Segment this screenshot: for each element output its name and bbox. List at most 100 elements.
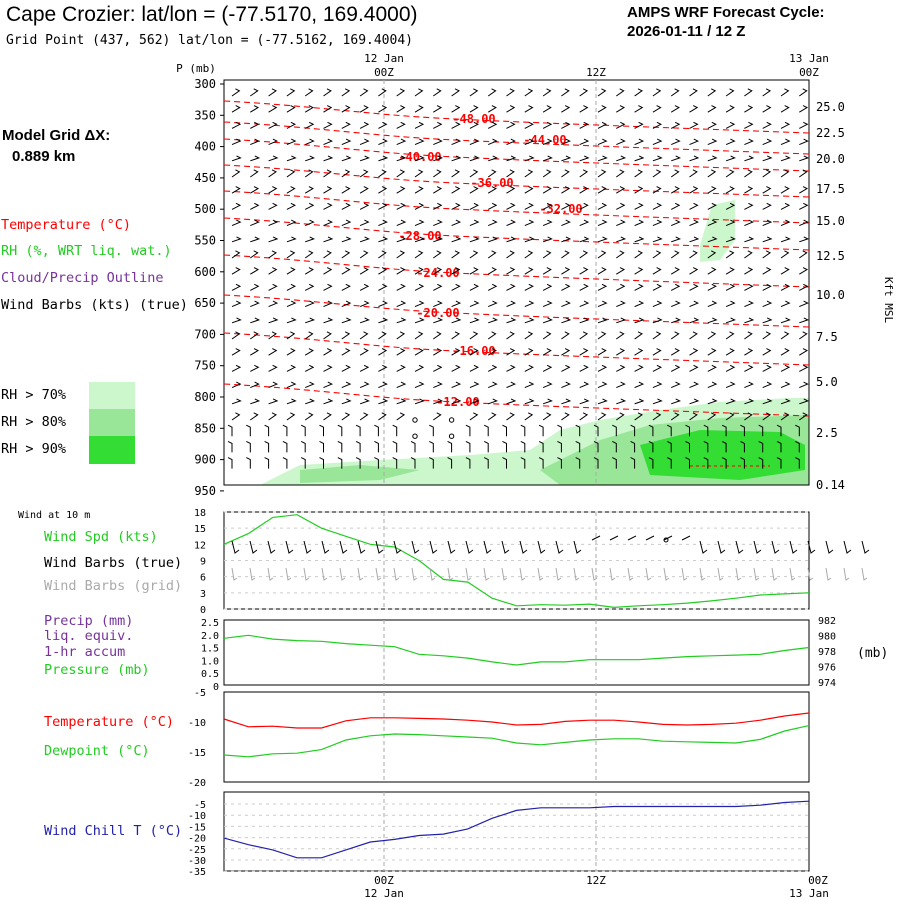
wind-barb xyxy=(670,88,680,97)
wind-barb xyxy=(433,412,442,421)
wind-barb xyxy=(433,317,444,324)
wind-barb xyxy=(286,88,296,97)
wind-barb xyxy=(780,121,791,129)
wind-barb xyxy=(634,331,643,340)
wind-barb xyxy=(542,236,553,243)
wind-barb xyxy=(323,283,333,291)
wind-barb xyxy=(689,121,699,129)
wind-barb xyxy=(359,381,370,389)
wind-barb xyxy=(359,317,370,324)
wind-barb xyxy=(776,457,782,469)
wind-barb xyxy=(465,440,471,453)
wind-barb xyxy=(451,202,461,210)
wind-barb xyxy=(469,364,480,372)
wind-barb xyxy=(414,138,425,146)
temp-series-label: Temperature (°C) xyxy=(44,714,175,730)
wind-barb xyxy=(414,250,424,259)
temperature-contour-label-8: -16.00 xyxy=(452,344,495,358)
wind-barb xyxy=(323,202,333,210)
wind-barb xyxy=(725,283,736,291)
wind-barb xyxy=(469,283,480,291)
height-tick-label-3: 17.5 xyxy=(816,182,845,196)
wind-barb xyxy=(378,331,387,340)
wind10m-barb xyxy=(303,540,312,554)
wind-barb xyxy=(744,381,754,389)
wind-barb xyxy=(359,138,370,146)
wind-barb xyxy=(469,412,479,421)
wind10m-barb xyxy=(321,540,330,554)
wind10m-grid-barb xyxy=(627,567,634,581)
windchill-ytick-5: -30 xyxy=(188,856,206,867)
wind-barb xyxy=(597,317,608,324)
wind-barb xyxy=(250,105,260,113)
wind-barb xyxy=(250,202,260,210)
wind-barb xyxy=(250,138,260,146)
wind-barb xyxy=(740,457,745,469)
wind-barb xyxy=(323,169,332,178)
wind10m-grid-barb xyxy=(681,567,688,581)
wind-barb xyxy=(268,250,277,259)
wind-barb xyxy=(762,121,772,129)
wind-barb xyxy=(597,88,607,97)
wind-barb xyxy=(414,88,424,97)
wind10m-grid-barb xyxy=(771,567,778,581)
wind10m-grid-barb xyxy=(501,567,508,581)
wind-barb xyxy=(561,186,571,194)
wind-barb xyxy=(268,348,278,356)
wind-barb xyxy=(520,424,526,437)
wind-barb xyxy=(616,267,626,275)
wind-barb xyxy=(689,267,699,275)
forecast-cycle-label: AMPS WRF Forecast Cycle: xyxy=(627,4,825,21)
wind-barb xyxy=(616,348,626,356)
temperature-contour-7 xyxy=(223,294,810,328)
wind-barb xyxy=(758,424,764,437)
wind-barb xyxy=(488,219,498,227)
wind-barb xyxy=(652,348,662,356)
wind-barb xyxy=(286,186,296,194)
wind-barb xyxy=(286,300,297,308)
wind-barb xyxy=(799,138,809,146)
wind-barb xyxy=(671,381,681,389)
wind-barb xyxy=(305,398,315,405)
wind-barb xyxy=(433,219,443,227)
wind-barb xyxy=(780,250,790,259)
wind-barb xyxy=(634,348,644,356)
wind-barb xyxy=(341,88,351,97)
precip-ytick-1: 2.0 xyxy=(201,631,219,642)
wind-barb xyxy=(359,331,369,340)
wind-barb xyxy=(305,381,315,389)
wind-barb xyxy=(634,381,645,389)
height-tick-label-0: 25.0 xyxy=(816,100,845,114)
wind-barb xyxy=(744,317,755,324)
wind-barb xyxy=(378,267,388,275)
wind-barb xyxy=(286,398,297,405)
wind-barb xyxy=(264,440,270,453)
wind-barb xyxy=(341,398,352,405)
wind-barb xyxy=(250,317,261,324)
windchill-panel-frame xyxy=(223,791,810,872)
wind-barb xyxy=(780,138,791,146)
wind-barb xyxy=(762,250,772,259)
wind10m-grid-barb xyxy=(303,567,310,581)
wind-barbs-grid-label: Wind Barbs (grid) xyxy=(44,578,183,594)
wind-barb xyxy=(762,105,772,113)
wind-barb xyxy=(487,364,498,372)
wind10m-barb xyxy=(285,540,294,554)
wind-barb xyxy=(707,250,717,259)
wind-barb xyxy=(616,364,626,372)
wind-barb xyxy=(410,440,416,453)
wind-barb xyxy=(557,424,562,437)
wind10m-grid-barb xyxy=(843,567,850,581)
wind-barb xyxy=(488,300,498,308)
wind10m-ytick-4: 6 xyxy=(200,573,206,584)
wind-barb xyxy=(396,121,406,129)
wind-barb xyxy=(703,457,709,469)
wind10m-barb xyxy=(501,540,510,554)
wind-barb xyxy=(671,317,681,324)
wind-barb xyxy=(231,412,241,421)
wind-barb xyxy=(524,121,534,129)
wind-barb xyxy=(652,186,662,194)
wind-barb xyxy=(378,105,388,113)
wind-barb xyxy=(725,300,736,308)
wind-barb xyxy=(725,121,736,129)
